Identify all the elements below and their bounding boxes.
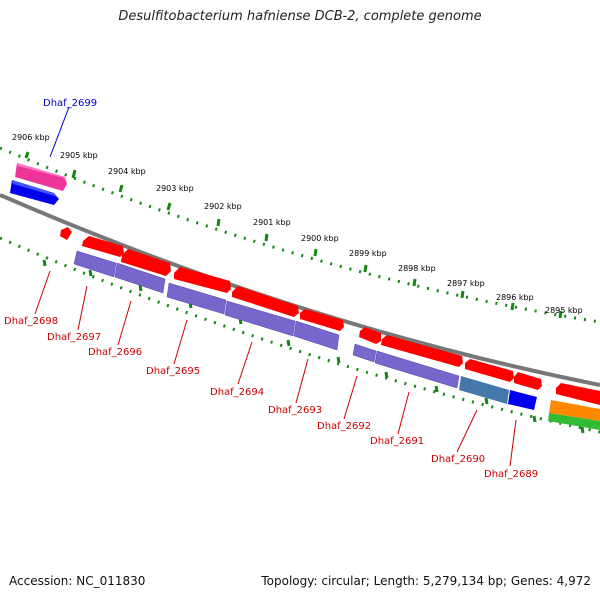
genome-backbone (0, 193, 600, 387)
cds-feature-dhaf-2694[interactable] (232, 286, 299, 317)
gene-label-dhaf-2699[interactable]: Dhaf_2699 (43, 98, 97, 109)
scale-ticks (24, 151, 563, 319)
gene-labels-bottom: Dhaf_2698 Dhaf_2697 Dhaf_2696 Dhaf_2695 … (4, 316, 538, 480)
scale-label: 2902 kbp (204, 202, 242, 211)
scale-dotted-line-top (0, 146, 600, 324)
genome-title: Desulfitobacterium hafniense DCB-2, comp… (118, 9, 482, 24)
mrna-feature-dhaf-2697[interactable] (73, 250, 117, 278)
scale-label: 2899 kbp (349, 249, 387, 258)
mrna-feature-dhaf-2694[interactable] (224, 300, 296, 337)
gene-label-dhaf-2693[interactable]: Dhaf_2693 (268, 405, 322, 416)
cds-feature-dhaf-2689[interactable] (514, 372, 542, 390)
gene-label-dhaf-2691[interactable]: Dhaf_2691 (370, 436, 424, 447)
scale-label: 2901 kbp (253, 218, 291, 227)
scale-label: 2895 kbp (545, 306, 583, 315)
feature-dhaf-2689-blue[interactable] (508, 390, 537, 410)
scale-label: 2896 kbp (496, 293, 534, 302)
cds-feature-dhaf-2695[interactable] (174, 267, 231, 293)
bottom-strand-cds[interactable] (60, 227, 600, 405)
cds-feature-dhaf-2690[interactable] (465, 359, 514, 382)
gene-feature-highlight (17, 163, 67, 184)
genome-summary-text: Topology: circular; Length: 5,279,134 bp… (261, 574, 591, 588)
cds-feature-dhaf-2698[interactable] (60, 227, 72, 240)
other-features[interactable] (459, 376, 600, 430)
scale-label: 2900 kbp (301, 234, 339, 243)
gene-label-dhaf-2692[interactable]: Dhaf_2692 (317, 421, 371, 432)
mrna-feature-dhaf-2693[interactable] (293, 320, 340, 351)
scale-dotted-line-bottom (0, 236, 600, 434)
cds-feature-dhaf-2696[interactable] (121, 249, 171, 276)
top-strand-features[interactable] (10, 163, 67, 205)
scale-label: 2904 kbp (108, 167, 146, 176)
cds-feature-dhaf-2691[interactable] (381, 335, 463, 367)
gene-label-dhaf-2690[interactable]: Dhaf_2690 (431, 454, 485, 465)
mrna-feature-dhaf-2691[interactable] (374, 350, 460, 389)
gene-label-dhaf-2697[interactable]: Dhaf_2697 (47, 332, 101, 343)
scale-label: 2905 kbp (60, 151, 98, 160)
scale-label: 2906 kbp (12, 133, 50, 142)
gene-label-dhaf-2698[interactable]: Dhaf_2698 (4, 316, 58, 327)
gene-feature-dhaf-2699[interactable] (15, 163, 67, 191)
mrna-feature-dhaf-2696[interactable] (114, 262, 166, 294)
cds-feature-dhaf-2692[interactable] (359, 327, 381, 344)
scale-labels: 2906 kbp 2905 kbp 2904 kbp 2903 kbp 2902… (12, 133, 583, 315)
mrna-feature-dhaf-2695[interactable] (166, 282, 227, 315)
accession-text: Accession: NC_011830 (9, 574, 146, 588)
scale-label: 2897 kbp (447, 279, 485, 288)
gene-label-dhaf-2695[interactable]: Dhaf_2695 (146, 366, 200, 377)
mrna-feature-dhaf-2692[interactable] (352, 343, 377, 363)
cds-feature-dhaf-2693[interactable] (300, 309, 344, 331)
cds-feature-dhaf-2697[interactable] (82, 236, 124, 257)
feature-dhaf-2690-steel[interactable] (459, 376, 509, 404)
cds-feature-highlight (12, 180, 59, 199)
gene-labels-top: Dhaf_2699 (43, 98, 97, 109)
feature-orange-bar[interactable] (549, 400, 600, 421)
lower-ticks (42, 259, 585, 434)
cds-feature-right-edge[interactable] (556, 383, 600, 405)
scale-label: 2898 kbp (398, 264, 436, 273)
feature-green-bar[interactable] (548, 413, 600, 430)
gene-label-dhaf-2696[interactable]: Dhaf_2696 (88, 347, 142, 358)
label-connectors (34, 106, 517, 467)
scale-label: 2903 kbp (156, 184, 194, 193)
bottom-strand-mrna[interactable] (73, 250, 460, 389)
gene-label-dhaf-2689[interactable]: Dhaf_2689 (484, 469, 538, 480)
gene-label-dhaf-2694[interactable]: Dhaf_2694 (210, 387, 264, 398)
